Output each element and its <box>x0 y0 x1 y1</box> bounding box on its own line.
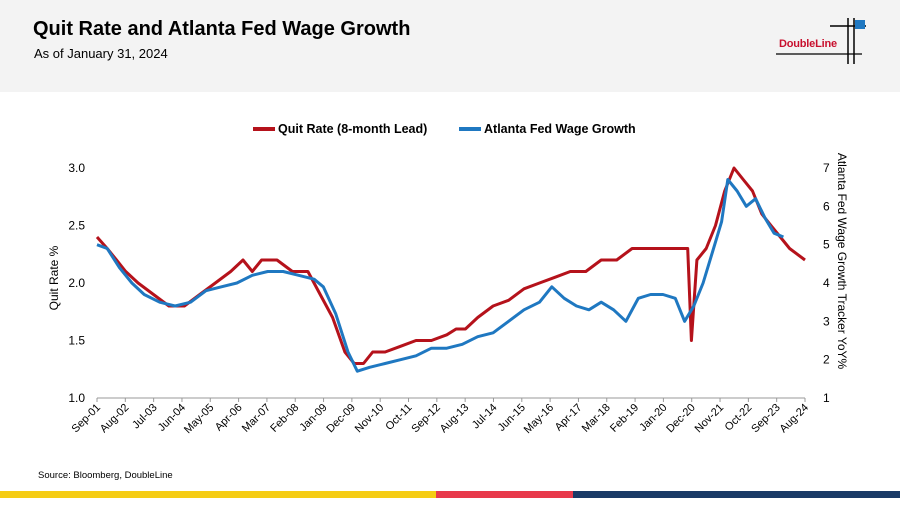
x-tick-label: May-05 <box>182 402 216 436</box>
doubleline-logo: DoubleLine <box>770 16 870 72</box>
y2-tick-label: 2 <box>823 353 830 367</box>
x-tick-label: Aug-24 <box>778 402 812 436</box>
footer-bar-yellow <box>0 491 436 498</box>
x-tick-label: Sep-01 <box>70 402 104 436</box>
footer-bar-red <box>436 491 573 498</box>
x-tick-label: Apr-06 <box>213 402 245 434</box>
legend-label: Quit Rate (8-month Lead) <box>278 122 427 136</box>
y2-tick-label: 1 <box>823 391 830 405</box>
x-tick-label: Oct-22 <box>723 402 755 434</box>
x-tick-label: Apr-17 <box>553 402 585 434</box>
x-tick-label: Feb-19 <box>608 402 641 435</box>
x-tick-label: Feb-08 <box>268 402 301 435</box>
x-tick-label: Aug-02 <box>98 402 132 436</box>
x-tick-label: Mar-18 <box>580 402 613 435</box>
x-tick-label: Sep-12 <box>409 402 443 436</box>
y2-tick-label: 5 <box>823 238 830 252</box>
x-tick-label: Mar-07 <box>240 402 273 435</box>
x-tick-label: Nov-10 <box>353 402 387 436</box>
x-tick-label: Jul-14 <box>470 402 500 432</box>
header-band <box>0 0 900 92</box>
y-axis-title: Quit Rate % <box>47 245 61 310</box>
logo-text: DoubleLine <box>779 38 837 50</box>
legend-label: Atlanta Fed Wage Growth <box>484 122 636 136</box>
y2-tick-label: 3 <box>823 314 830 328</box>
x-tick-label: Aug-13 <box>438 402 472 436</box>
x-tick-label: May-16 <box>522 402 556 436</box>
y2-tick-label: 7 <box>823 161 830 175</box>
x-tick-label: Jul-03 <box>130 402 160 432</box>
line-chart: 1.0 1.5 2.0 2.5 3.0 1 2 3 4 5 6 7 Sep-01Aug-02Jul-03… <box>47 122 849 436</box>
y2-tick-label: 6 <box>823 199 830 213</box>
y-tick-label: 1.5 <box>68 334 85 348</box>
quit-rate-line <box>95 166 806 365</box>
page-subtitle: As of January 31, 2024 <box>34 46 168 61</box>
x-tick-label: Nov-21 <box>693 402 727 436</box>
y-tick-label: 2.0 <box>68 276 85 290</box>
x-tick-label: Jan-20 <box>637 402 669 434</box>
wage-growth-line <box>96 178 784 373</box>
y-tick-label: 2.5 <box>68 219 85 233</box>
x-tick-label: Sep-23 <box>749 402 783 436</box>
y2-tick-label: 4 <box>823 276 830 290</box>
x-tick-label: Dec-20 <box>664 402 698 436</box>
footer-bar-navy <box>573 491 900 498</box>
y2-axis-title: Atlanta Fed Wage Growth Tracker YoY% <box>835 153 849 370</box>
y-tick-label: 1.0 <box>68 391 85 405</box>
source-note: Source: Bloomberg, DoubleLine <box>38 470 173 481</box>
y-tick-label: 3.0 <box>68 161 85 175</box>
x-tick-label: Dec-09 <box>324 402 358 436</box>
logo-graphic <box>776 18 866 64</box>
x-tick-label: Jan-09 <box>297 402 329 434</box>
page-title: Quit Rate and Atlanta Fed Wage Growth <box>33 18 411 40</box>
